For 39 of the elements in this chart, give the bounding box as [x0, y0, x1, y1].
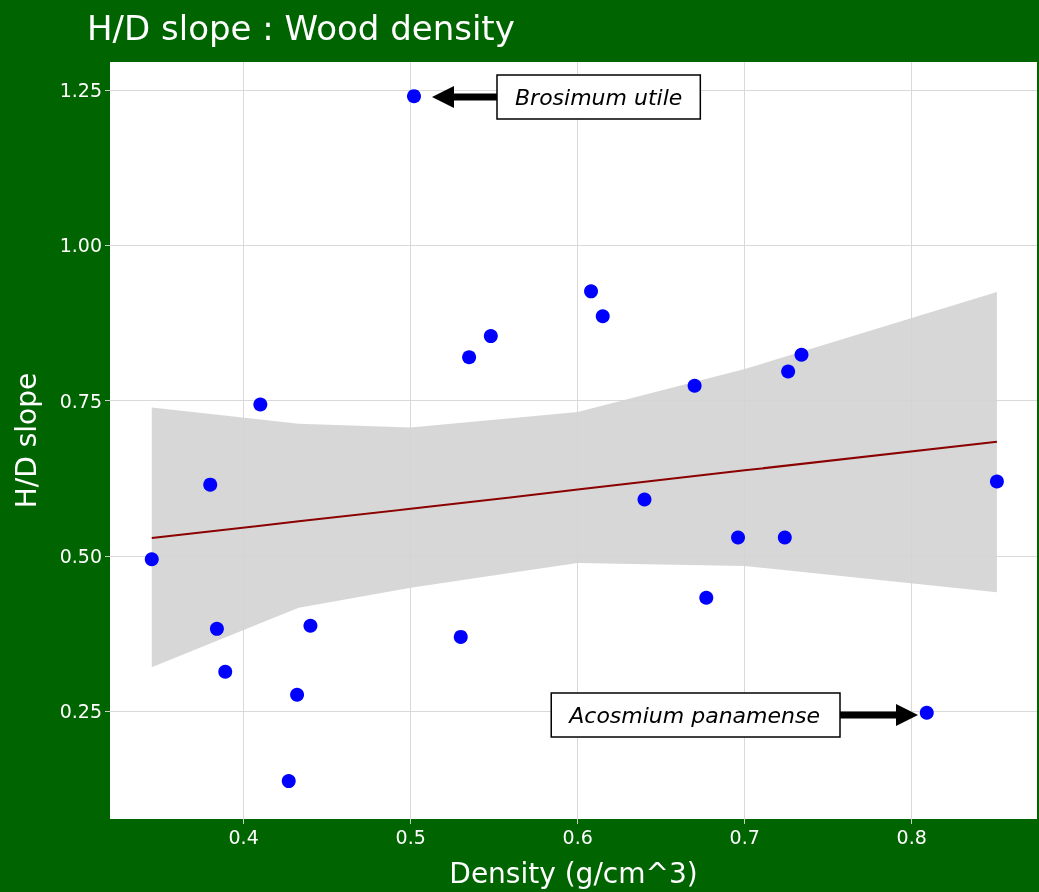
y-tick-label: 0.50: [59, 545, 102, 568]
point: [687, 378, 702, 393]
point: [731, 530, 746, 545]
point: [637, 492, 652, 507]
point: [144, 552, 159, 567]
point: [483, 329, 498, 344]
point: [281, 774, 296, 789]
x-tick-label: 0.6: [562, 825, 593, 848]
point: [595, 309, 610, 324]
point: [290, 687, 305, 702]
y-tick-label: 1.00: [59, 234, 102, 257]
point: [699, 590, 714, 605]
x-tick-label: 0.8: [896, 825, 927, 848]
annotation: Acosmium panamense: [567, 702, 820, 728]
x-tick-label: 0.7: [729, 825, 760, 848]
x-axis-title: Density (g/cm^3): [449, 856, 698, 890]
point: [781, 364, 796, 379]
x-tick-label: 0.4: [228, 825, 259, 848]
point: [303, 618, 318, 633]
y-axis-title: H/D slope: [9, 372, 43, 509]
point: [453, 629, 468, 644]
point: [919, 705, 934, 720]
point: [989, 474, 1004, 489]
line-series: [150, 440, 998, 540]
y-tick-label: 1.25: [59, 78, 102, 101]
x-tick-label: 0.5: [395, 825, 426, 848]
point: [203, 477, 218, 492]
point: [462, 350, 477, 365]
y-tick-label: 0.25: [59, 700, 102, 723]
chart-title: H/D slope : Wood density: [87, 8, 515, 48]
point: [407, 89, 421, 104]
annotation: Brosimum utile: [515, 84, 683, 110]
point: [584, 284, 599, 299]
point: [777, 530, 792, 545]
point: [209, 621, 224, 636]
point: [218, 664, 233, 679]
y-tick-label: 0.75: [59, 389, 102, 412]
point: [794, 347, 809, 362]
point: [253, 397, 268, 412]
